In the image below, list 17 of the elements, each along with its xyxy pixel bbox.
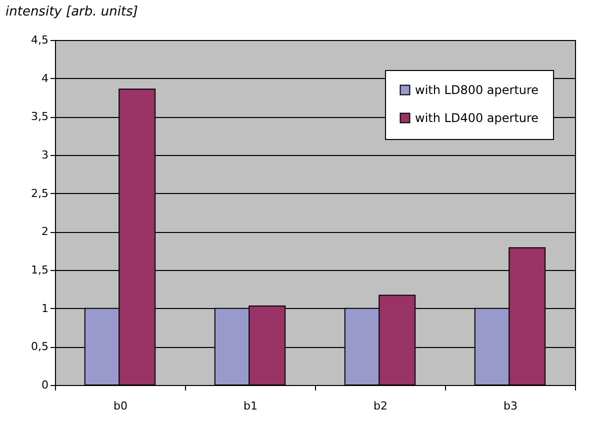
y-tick-label: 2,5 — [31, 186, 48, 200]
legend-label: with LD400 aperture — [415, 111, 539, 125]
x-tick-label: b3 — [504, 400, 518, 412]
y-tick-label: 0,5 — [31, 340, 48, 354]
y-tick-label: 0 — [42, 378, 48, 392]
y-axis-title: intensity [arb. units] — [6, 4, 138, 20]
y-tick-label: 1 — [42, 302, 48, 315]
y-tick-label: 4,5 — [31, 34, 48, 46]
y-tick-label: 3,5 — [31, 110, 48, 124]
y-tick-label: 1,5 — [31, 264, 48, 276]
y-tick-label: 3 — [42, 148, 48, 162]
y-tick-label: 2 — [42, 225, 48, 238]
x-tick-label: b2 — [374, 400, 388, 412]
legend-label: with LD800 aperture — [415, 83, 539, 97]
x-tick-label: b1 — [244, 400, 258, 412]
y-tick-label: 4 — [42, 72, 48, 85]
x-tick-label: b0 — [114, 400, 128, 412]
